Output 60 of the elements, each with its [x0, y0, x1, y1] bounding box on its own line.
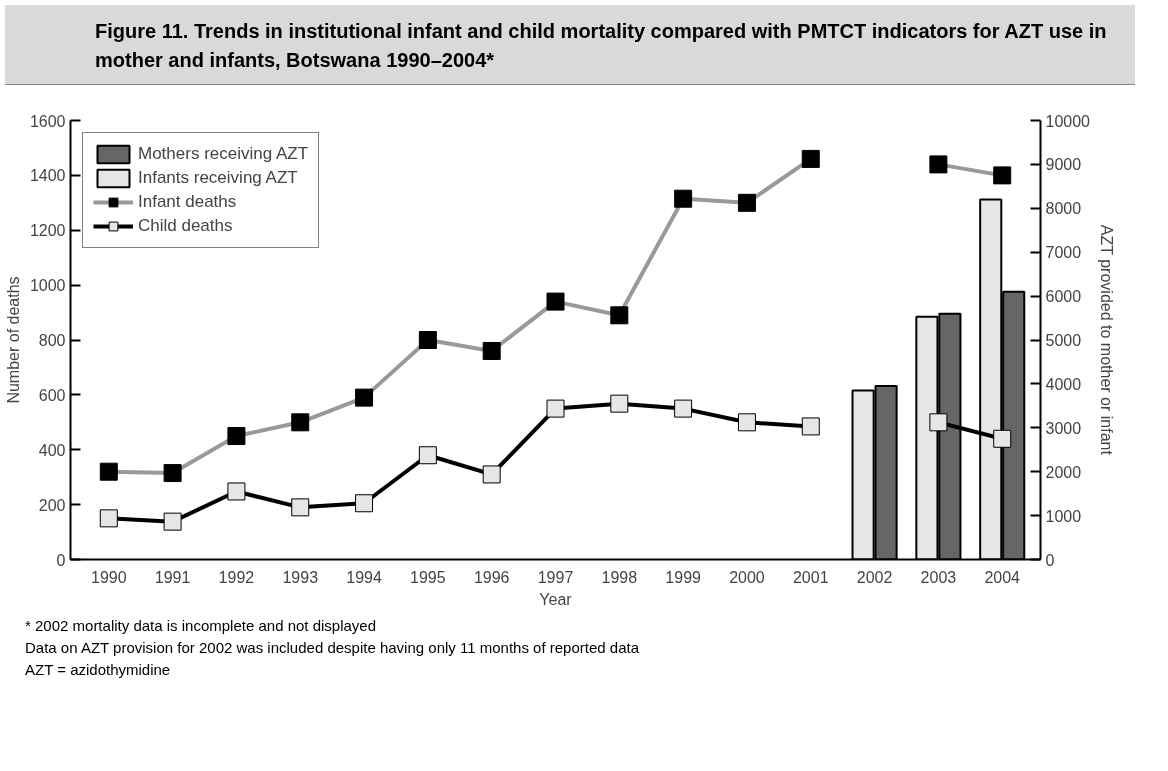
x-tick-label: 2001: [792, 568, 829, 586]
chart-title: Figure 11. Trends in institutional infant and child mortality compared with PMTCT indicators for AZT use in mother and infants, Botswana 1990–2004*: [95, 19, 1108, 73]
y2-tick-label: 8000: [1045, 200, 1082, 218]
y-tick-label: 1000: [29, 277, 66, 295]
legend-label: Infants receiving AZT: [138, 168, 298, 188]
y2-tick-label: 6000: [1045, 288, 1082, 306]
point: [227, 482, 246, 501]
y2-tick-label: 0: [1045, 551, 1055, 569]
y-tick-label: 400: [38, 441, 66, 459]
y-tick-label: 200: [38, 496, 66, 514]
x-axis-title: Year: [539, 590, 573, 608]
y2-axis-title: AZT provided to mother or infant: [1097, 224, 1115, 456]
y-tick-label: 1600: [29, 112, 66, 130]
point: [482, 465, 501, 484]
x-tick-label: 2000: [729, 568, 765, 586]
y2-tick-label: 2000: [1045, 463, 1082, 481]
x-tick-label: 2002: [856, 568, 893, 586]
point: [674, 399, 693, 418]
point: [291, 498, 310, 517]
point: [355, 494, 374, 513]
x-tick-label: 1990: [90, 568, 127, 586]
x-tick-label: 1998: [601, 568, 638, 586]
y-axis-title: Number of deaths: [4, 276, 22, 404]
point: [99, 509, 118, 528]
x-tick-label: 1991: [154, 568, 191, 586]
x-tick-label: 1997: [537, 568, 574, 586]
y-tick-label: 600: [38, 386, 66, 404]
x-tick-label: 1999: [665, 568, 702, 586]
legend-label: Infant deaths: [138, 192, 237, 212]
y2-tick-label: 10000: [1045, 112, 1091, 130]
x-tick-label: 1992: [218, 568, 255, 586]
y2-tick-label: 4000: [1045, 375, 1082, 393]
legend-label: Mothers receiving AZT: [138, 144, 309, 164]
x-tick-label: 1993: [282, 568, 319, 586]
legend-label: Child deaths: [138, 216, 233, 236]
y2-tick-label: 7000: [1045, 244, 1082, 262]
x-tick-label: 1994: [346, 568, 382, 586]
point: [163, 512, 182, 531]
point: [993, 429, 1012, 448]
point: [546, 399, 565, 418]
point: [737, 413, 756, 432]
text: * 2002 mortality data is incomplete and not displayed: [25, 617, 377, 634]
point: [929, 413, 948, 432]
y2-tick-label: 5000: [1045, 332, 1082, 349]
y-tick-label: 800: [38, 332, 66, 349]
y2-tick-label: 9000: [1045, 156, 1082, 174]
y-tick-label: 1400: [29, 167, 66, 185]
y2-tick-label: 1000: [1045, 507, 1082, 525]
y2-tick-label: 3000: [1045, 419, 1082, 437]
point: [610, 394, 629, 413]
text: AZT = azidothymidine: [25, 661, 171, 678]
x-tick-label: 1995: [410, 568, 446, 586]
x-tick-label: 1996: [473, 568, 510, 586]
x-tick-label: 2004: [984, 568, 1021, 586]
y-tick-label: 0: [56, 551, 66, 569]
text: Data on AZT provision for 2002 was included despite having only 11 months of reported data: [25, 639, 639, 656]
point: [801, 417, 820, 436]
y-tick-label: 1200: [29, 222, 66, 240]
x-tick-label: 2003: [920, 568, 957, 586]
point: [418, 446, 437, 465]
